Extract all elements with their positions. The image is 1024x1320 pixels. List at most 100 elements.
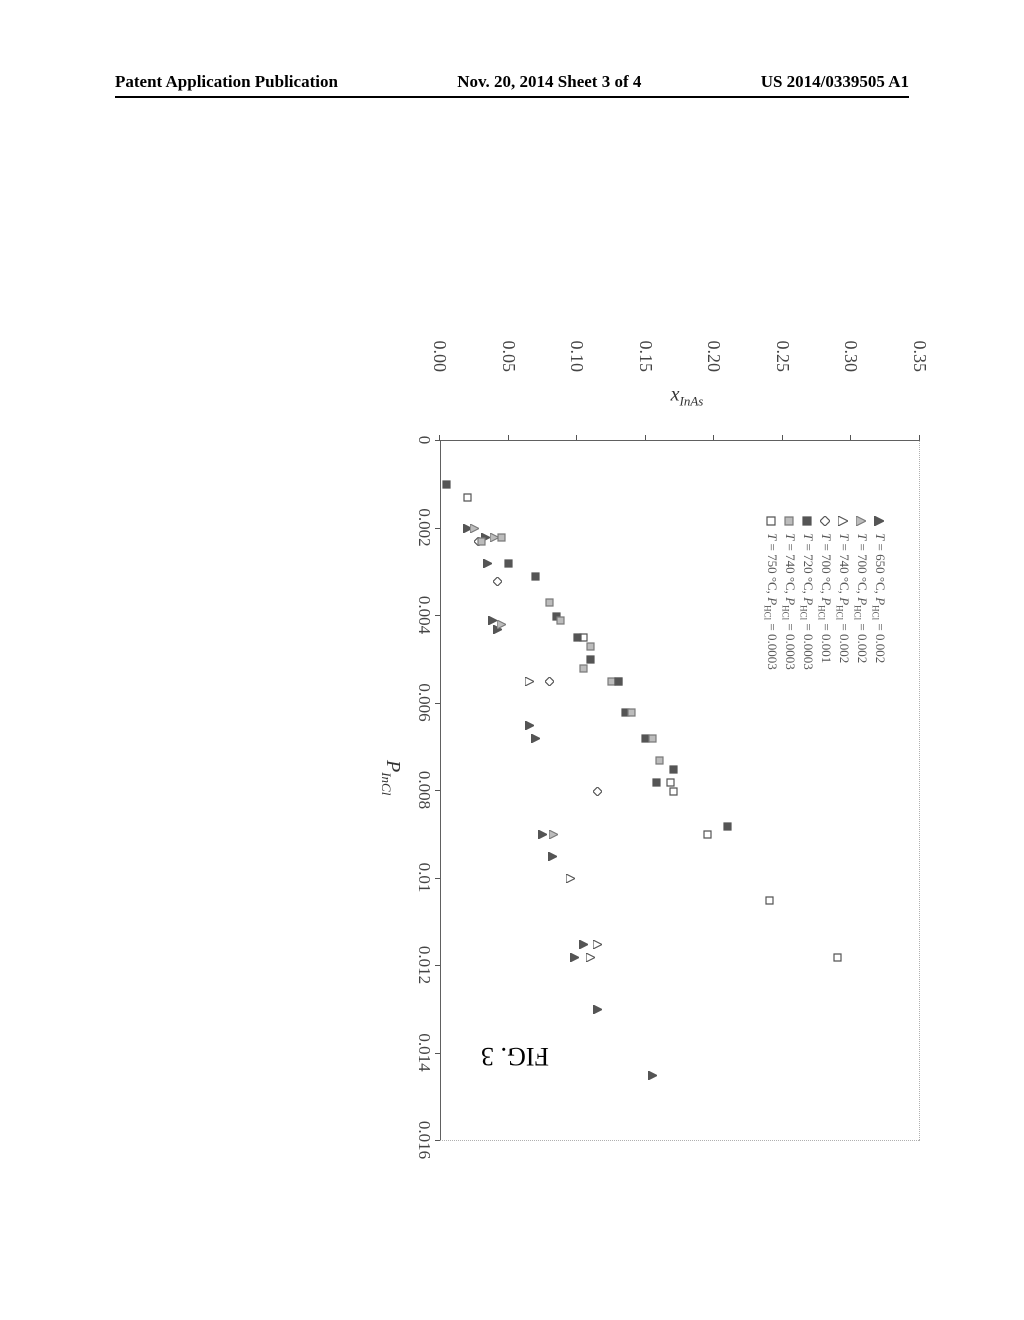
data-point: [724, 822, 733, 831]
data-point: [586, 642, 595, 651]
legend-item: T = 740 °C, PHCl = 0.0003: [780, 515, 798, 670]
data-point: [593, 787, 602, 796]
x-tick-label: 0.01: [414, 848, 434, 908]
legend-label: T = 700 °C, PHCl = 0.001: [815, 533, 835, 663]
x-tick-mark: [435, 528, 440, 529]
x-tick-label: 0.016: [414, 1110, 434, 1170]
legend-label: T = 740 °C, PHCl = 0.002: [833, 533, 853, 663]
y-tick-label: 0.00: [429, 272, 450, 372]
data-point: [548, 852, 557, 861]
data-point: [580, 664, 589, 673]
data-point: [570, 953, 579, 962]
legend-marker-icon: [855, 515, 867, 527]
figure-caption: FIG. 3: [481, 1041, 549, 1071]
legend-marker-icon: [837, 515, 849, 527]
y-tick-label: 0.15: [635, 272, 656, 372]
legend-item: T = 700 °C, PHCl = 0.002: [852, 515, 870, 670]
y-tick-label: 0.35: [909, 272, 930, 372]
data-point: [580, 940, 589, 949]
data-point: [488, 616, 497, 625]
data-point: [669, 787, 678, 796]
data-point: [652, 778, 661, 787]
x-tick-label: 0.004: [414, 585, 434, 645]
data-point: [586, 655, 595, 664]
page-header: Patent Application Publication Nov. 20, …: [115, 72, 909, 98]
legend-item: T = 650 °C, PHCl = 0.002: [870, 515, 888, 670]
data-point: [497, 533, 506, 542]
y-tick-label: 0.05: [498, 272, 519, 372]
data-point: [765, 896, 774, 905]
legend-item: T = 720 °C, PHCl = 0.0003: [798, 515, 816, 670]
x-tick-mark: [435, 790, 440, 791]
data-point: [493, 577, 502, 586]
data-point: [463, 493, 472, 502]
x-tick-label: 0: [414, 410, 434, 470]
data-point: [614, 677, 623, 686]
data-point: [504, 559, 513, 568]
legend-item: T = 700 °C, PHCl = 0.001: [816, 515, 834, 670]
y-tick-label: 0.20: [703, 272, 724, 372]
data-point: [538, 830, 547, 839]
x-tick-label: 0.012: [414, 935, 434, 995]
legend-marker-icon: [801, 515, 813, 527]
data-point: [593, 1005, 602, 1014]
legend-item: T = 740 °C, PHCl = 0.002: [834, 515, 852, 670]
data-point: [477, 537, 486, 546]
legend-marker-icon: [873, 515, 885, 527]
data-point: [593, 940, 602, 949]
data-point: [549, 830, 558, 839]
y-tick-label: 0.30: [840, 272, 861, 372]
y-tick-label: 0.25: [772, 272, 793, 372]
legend-label: T = 720 °C, PHCl = 0.0003: [797, 533, 817, 670]
data-point: [532, 572, 541, 581]
data-point: [628, 708, 637, 717]
x-axis-label: PInCl: [378, 760, 404, 795]
chart-right-border: [440, 1140, 920, 1141]
legend-label: T = 750 °C, PHCl = 0.0003: [761, 533, 781, 670]
y-tick-mark: [713, 435, 714, 440]
data-point: [648, 734, 657, 743]
y-tick-mark: [576, 435, 577, 440]
y-tick-label: 0.10: [566, 272, 587, 372]
data-point: [545, 677, 554, 686]
x-tick-mark: [435, 440, 440, 441]
legend-item: T = 750 °C, PHCl = 0.0003: [762, 515, 780, 670]
y-tick-mark: [850, 435, 851, 440]
data-point: [655, 756, 664, 765]
y-tick-mark: [919, 435, 920, 440]
y-tick-mark: [782, 435, 783, 440]
data-point: [525, 677, 534, 686]
data-point: [648, 1071, 657, 1080]
x-tick-mark: [435, 965, 440, 966]
data-point: [580, 633, 589, 642]
data-point: [525, 721, 534, 730]
legend-marker-icon: [783, 515, 795, 527]
legend-marker-icon: [819, 515, 831, 527]
legend-label: T = 740 °C, PHCl = 0.0003: [779, 533, 799, 670]
data-point: [484, 559, 493, 568]
x-tick-mark: [435, 878, 440, 879]
x-tick-mark: [435, 1140, 440, 1141]
chart-legend: T = 650 °C, PHCl = 0.002T = 700 °C, PHCl…: [762, 515, 888, 670]
header-center: Nov. 20, 2014 Sheet 3 of 4: [457, 72, 641, 92]
data-point: [566, 874, 575, 883]
x-tick-mark: [435, 615, 440, 616]
data-point: [703, 830, 712, 839]
header-right: US 2014/0339505 A1: [761, 72, 909, 92]
data-point: [532, 734, 541, 743]
data-point: [556, 616, 565, 625]
data-point: [586, 953, 595, 962]
legend-marker-icon: [765, 515, 777, 527]
data-point: [497, 620, 506, 629]
data-point: [545, 598, 554, 607]
y-tick-mark: [508, 435, 509, 440]
legend-label: T = 700 °C, PHCl = 0.002: [851, 533, 871, 663]
data-point: [470, 524, 479, 533]
data-point: [666, 778, 675, 787]
figure-3: 0.000.050.100.150.200.250.300.35 00.0020…: [60, 340, 960, 980]
x-tick-label: 0.002: [414, 498, 434, 558]
x-tick-label: 0.008: [414, 760, 434, 820]
x-tick-mark: [435, 1053, 440, 1054]
data-point: [833, 953, 842, 962]
data-point: [669, 765, 678, 774]
